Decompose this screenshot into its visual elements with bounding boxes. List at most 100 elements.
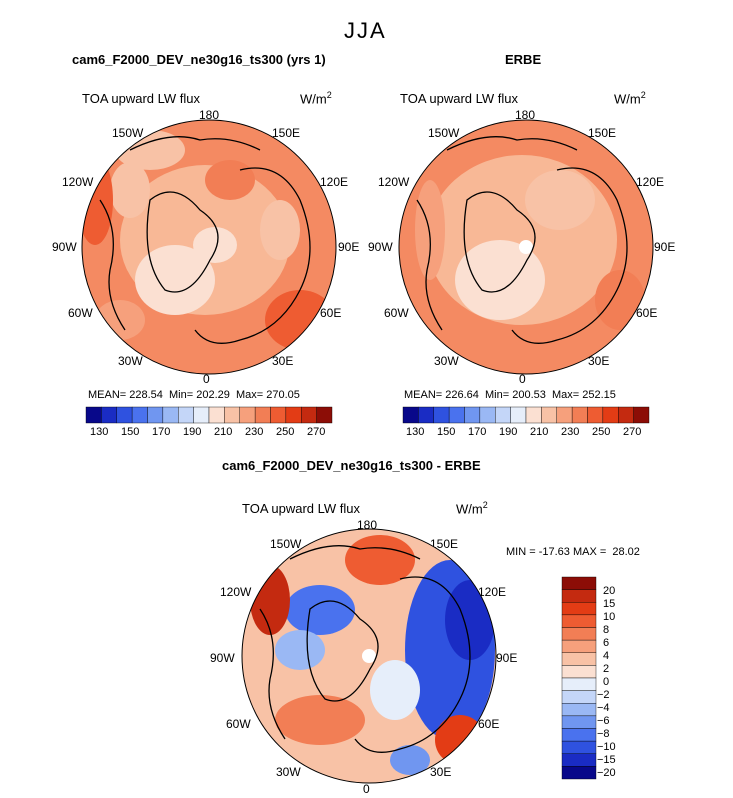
panel-3-units-label: W/m2	[456, 500, 488, 516]
panel-2-map	[399, 120, 653, 374]
panel-2-variable-label: TOA upward LW flux	[400, 91, 519, 106]
colorbar-swatch	[561, 614, 597, 628]
panel-2-lon-label: 90E	[654, 240, 676, 254]
panel-2-lon-label: 180	[515, 108, 536, 122]
panel-3-lon-label: 0	[363, 782, 370, 796]
panel-3-lon-label: 90E	[496, 651, 518, 665]
colorbar-swatch	[561, 728, 597, 742]
panel-1-lon-label: 90W	[52, 240, 77, 254]
panel-2-lon-label: 0	[519, 372, 526, 386]
colorbar-swatch	[178, 406, 194, 424]
colorbar-swatch	[556, 406, 573, 424]
panel-3-cbar-tick: 0	[603, 676, 610, 688]
panel-3-units-base: W/m	[456, 501, 483, 517]
colorbar-swatch	[633, 406, 650, 424]
colorbar-swatch	[561, 703, 597, 717]
colorbar-swatch	[561, 639, 597, 653]
panel-1-lon-label: 120W	[62, 175, 94, 189]
panel-2-title: ERBE	[505, 52, 542, 67]
colorbar-swatch	[561, 690, 597, 704]
panel-2-lon-label: 150W	[428, 126, 460, 140]
panel-3-cbar-tick: 2	[603, 663, 610, 675]
panel-2-colorbar	[402, 406, 650, 424]
panel-2-lon-label: 120W	[378, 175, 410, 189]
colorbar-swatch	[131, 406, 148, 424]
colorbar-swatch	[208, 406, 225, 424]
panel-1-lon-label: 90E	[338, 240, 360, 254]
panel-2-lon-label: 30E	[588, 354, 610, 368]
colorbar-swatch	[147, 406, 164, 424]
colorbar-swatch	[101, 406, 117, 424]
panel-1-cbar-tick: 190	[183, 426, 202, 438]
panel-3-cbar-tick: −10	[597, 741, 616, 753]
panel-3-cbar-tick: 20	[603, 585, 616, 597]
colorbar-swatch	[561, 589, 597, 603]
colorbar-swatch	[224, 406, 240, 424]
panel-1-lon-label: 150W	[112, 126, 144, 140]
panel-1-cbar-tick: 210	[214, 426, 233, 438]
panel-2-units-exp: 2	[640, 90, 646, 100]
colorbar-swatch	[602, 406, 619, 424]
colorbar-swatch	[448, 406, 465, 424]
panel-1-lon-label: 60W	[68, 306, 93, 320]
panel-3-colorbar	[561, 576, 597, 780]
panel-1-lon-label: 150E	[272, 126, 301, 140]
panel-3-map-border	[241, 528, 497, 784]
colorbar-swatch	[116, 406, 133, 424]
panel-3-cbar-tick: 15	[603, 598, 616, 610]
colorbar-swatch	[239, 406, 256, 424]
colorbar-swatch	[561, 665, 597, 679]
panel-3-variable-label: TOA upward LW flux	[242, 501, 361, 516]
panel-1-cbar-tick: 270	[307, 426, 326, 438]
colorbar-swatch	[561, 576, 597, 590]
colorbar-swatch	[587, 406, 604, 424]
panel-1-lon-label: 0	[203, 372, 210, 386]
panel-1-lon-label: 120E	[320, 175, 349, 189]
panel-2-map-border	[398, 119, 654, 375]
panel-1-colorbar	[85, 406, 333, 424]
panel-2-stats: MEAN= 226.64 Min= 200.53 Max= 252.15	[404, 389, 616, 401]
panel-3-cbar-tick: −4	[597, 702, 610, 714]
panel-2-lon-label: 60E	[636, 306, 658, 320]
colorbar-swatch	[301, 406, 317, 424]
panel-1-cbar-tick: 230	[245, 426, 264, 438]
colorbar-swatch	[479, 406, 496, 424]
panel-1-units-label: W/m2	[300, 90, 332, 106]
panel-2-lon-label: 90W	[368, 240, 393, 254]
colorbar-swatch	[561, 677, 597, 691]
panel-3-lon-label: 120E	[478, 585, 507, 599]
panel-2-cbar-tick: 270	[623, 426, 642, 438]
panel-3-stats: MIN = -17.63 MAX = 28.02	[506, 546, 640, 558]
colorbar-swatch	[316, 406, 333, 424]
panel-1-lon-label: 60E	[320, 306, 342, 320]
panel-3-map	[242, 529, 496, 783]
panel-3-cbar-tick: 6	[603, 637, 610, 649]
panel-2-cbar-tick: 250	[592, 426, 611, 438]
panel-2-lon-label: 30W	[434, 354, 459, 368]
panel-2-lon-label: 120E	[636, 175, 665, 189]
colorbar-swatch	[618, 406, 634, 424]
panel-1-cbar-tick: 170	[152, 426, 171, 438]
panel-1-units-exp: 2	[326, 90, 332, 100]
panel-2-cbar-tick: 190	[499, 426, 518, 438]
panel-1-cbar-tick: 250	[276, 426, 295, 438]
colorbar-swatch	[541, 406, 557, 424]
panel-1-lon-label: 180	[199, 108, 220, 122]
panel-2-lon-label: 150E	[588, 126, 617, 140]
colorbar-swatch	[561, 766, 597, 780]
colorbar-swatch	[433, 406, 450, 424]
colorbar-swatch	[85, 406, 102, 424]
panel-2-lon-label: 60W	[384, 306, 409, 320]
panel-1-map-border	[81, 119, 337, 375]
colorbar-swatch	[561, 627, 597, 641]
colorbar-swatch	[561, 602, 597, 616]
colorbar-swatch	[418, 406, 434, 424]
panel-1-map	[82, 120, 336, 374]
panel-2-cbar-tick: 230	[561, 426, 580, 438]
panel-1-lon-label: 30E	[272, 354, 294, 368]
panel-1-variable-label: TOA upward LW flux	[82, 91, 201, 106]
panel-3-cbar-tick: −15	[597, 754, 616, 766]
colorbar-swatch	[193, 406, 210, 424]
panel-2-cbar-tick: 130	[406, 426, 425, 438]
